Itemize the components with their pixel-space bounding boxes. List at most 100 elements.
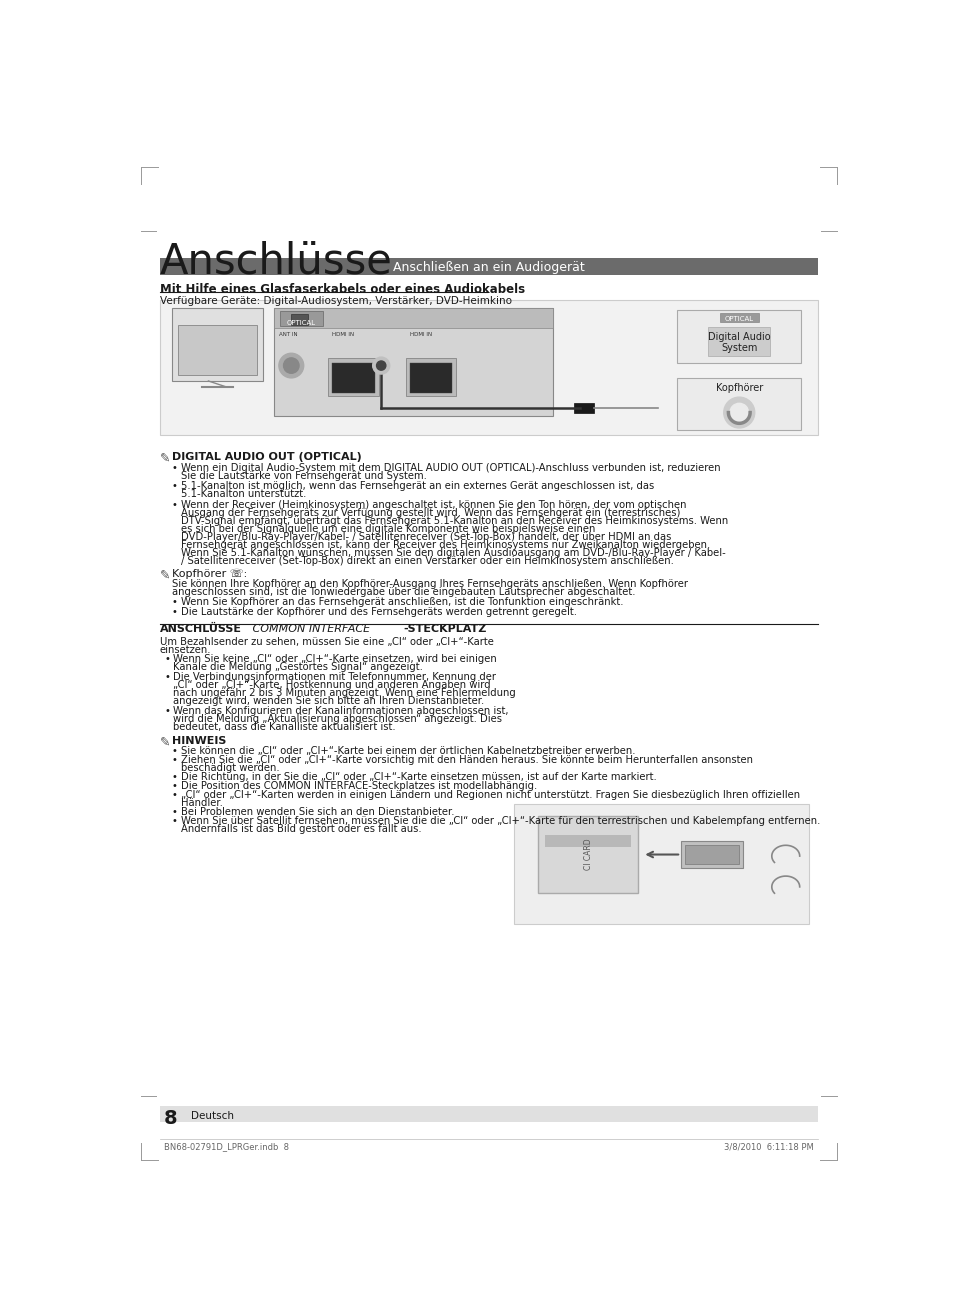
Text: BN68-02791D_LPRGer.indb  8: BN68-02791D_LPRGer.indb 8 (164, 1142, 289, 1151)
Text: -STECKPLATZ: -STECKPLATZ (403, 624, 487, 633)
Text: 5.1-Kanalton unterstützt.: 5.1-Kanalton unterstützt. (181, 489, 306, 499)
Bar (291, 314, 308, 325)
Text: „CI“ oder „CI+“-Karte, Hostkennung und anderen Angaben wird: „CI“ oder „CI+“-Karte, Hostkennung und a… (173, 681, 491, 690)
Bar (159, 258, 818, 276)
Text: Die Verbindungsinformationen mit Telefonnummer, Kennung der: Die Verbindungsinformationen mit Telefon… (173, 671, 496, 682)
Text: •: • (172, 790, 177, 800)
Text: HDMI IN: HDMI IN (410, 332, 432, 338)
Bar (410, 363, 452, 393)
Bar (159, 300, 818, 435)
Text: •: • (172, 463, 177, 473)
Text: ANT IN: ANT IN (278, 332, 297, 338)
Bar (720, 313, 758, 322)
Text: Kopfhörer: Kopfhörer (715, 382, 762, 393)
Text: Wenn Sie 5.1-Kanalton wünschen, müssen Sie den digitalen Ausdioausgang am DVD-/B: Wenn Sie 5.1-Kanalton wünschen, müssen S… (181, 548, 725, 558)
Bar (159, 1106, 818, 1122)
Bar (684, 845, 739, 863)
Bar (677, 310, 801, 363)
Bar (274, 307, 553, 415)
Text: Die Richtung, in der Sie die „CI“ oder „CI+“-Karte einsetzen müssen, ist auf der: Die Richtung, in der Sie die „CI“ oder „… (181, 773, 657, 782)
Circle shape (278, 353, 303, 378)
Text: HINWEIS: HINWEIS (172, 736, 226, 745)
Text: •: • (172, 499, 177, 510)
Circle shape (729, 403, 748, 422)
Text: •: • (172, 756, 177, 765)
Text: Kopfhörer ☏:: Kopfhörer ☏: (172, 569, 247, 579)
Text: nach ungefähr 2 bis 3 Minuten angezeigt. Wenn eine Fehlermeldung: nach ungefähr 2 bis 3 Minuten angezeigt.… (173, 689, 516, 698)
Bar (677, 378, 801, 430)
Text: es sich bei der Signalquelle um eine digitale Komponente wie beispielsweise eine: es sich bei der Signalquelle um eine dig… (181, 524, 595, 533)
Text: •: • (164, 671, 170, 682)
Bar (178, 325, 257, 374)
Text: Wenn Sie Kopfhörer an das Fernsehgerät anschließen, ist die Tonfunktion eingesch: Wenn Sie Kopfhörer an das Fernsehgerät a… (181, 598, 623, 607)
Text: Sie die Lautstärke von Fernsehgerät und System.: Sie die Lautstärke von Fernsehgerät und … (181, 470, 427, 481)
Circle shape (283, 357, 298, 373)
Text: DTV-Signal empfängt, überträgt das Fernsehgerät 5.1-Kanalton an den Receiver des: DTV-Signal empfängt, überträgt das Ferns… (181, 515, 728, 526)
Text: Wenn das Konfigurieren der Kanalinformationen abgeschlossen ist,: Wenn das Konfigurieren der Kanalinformat… (173, 706, 509, 716)
Text: •: • (172, 481, 177, 491)
Text: Um Bezahlsender zu sehen, müssen Sie eine „CI“ oder „CI+“-Karte: Um Bezahlsender zu sehen, müssen Sie ein… (159, 636, 493, 646)
Circle shape (723, 397, 754, 428)
Text: COMMON INTERFACE: COMMON INTERFACE (249, 624, 370, 633)
Text: Digital Audio
System: Digital Audio System (707, 331, 770, 353)
Bar (328, 357, 378, 397)
Text: •: • (164, 706, 170, 716)
Text: Ziehen Sie die „CI“ oder „CI+“-Karte vorsichtig mit den Händen heraus. Sie könnt: Ziehen Sie die „CI“ oder „CI+“-Karte vor… (181, 756, 753, 765)
Text: Kanäle die Meldung „Gestörtes Signal“ angezeigt.: Kanäle die Meldung „Gestörtes Signal“ an… (173, 662, 423, 673)
Text: 3/8/2010  6:11:18 PM: 3/8/2010 6:11:18 PM (723, 1142, 813, 1151)
Text: wird die Meldung „Aktualisierung abgeschlossen“ angezeigt. Dies: wird die Meldung „Aktualisierung abgesch… (173, 714, 502, 724)
Circle shape (373, 357, 390, 374)
Text: •: • (172, 746, 177, 757)
Circle shape (376, 361, 385, 371)
Bar (332, 363, 375, 393)
Text: Ausgang der Fernsehgeräts zur Verfügung gestellt wird. Wenn das Fernsehgerät ein: Ausgang der Fernsehgeräts zur Verfügung … (181, 507, 679, 518)
Bar (514, 804, 808, 924)
Text: CI CARD: CI CARD (583, 838, 592, 870)
Text: Wenn Sie über Satellit fernsehen, müssen Sie die die „CI“ oder „CI+“-Karte für d: Wenn Sie über Satellit fernsehen, müssen… (181, 816, 820, 825)
Text: ANSCHLÜSSE: ANSCHLÜSSE (159, 624, 241, 633)
Text: angezeigt wird, wenden Sie sich bitte an Ihren Dienstanbieter.: angezeigt wird, wenden Sie sich bitte an… (173, 696, 484, 707)
Text: •: • (172, 598, 177, 607)
Text: Händler.: Händler. (181, 798, 223, 808)
Text: •: • (172, 816, 177, 825)
Text: beschädigt werden.: beschädigt werden. (181, 763, 279, 773)
Text: angeschlossen sind, ist die Tonwiedergabe über die eingebauten Lautsprecher abge: angeschlossen sind, ist die Tonwiedergab… (172, 587, 635, 597)
Text: OPTICAL: OPTICAL (287, 321, 315, 326)
Text: Deutsch: Deutsch (191, 1110, 233, 1121)
Bar (406, 357, 456, 397)
Text: •: • (172, 607, 177, 618)
Text: Anschließen an ein Audiogerät: Anschließen an ein Audiogerät (393, 261, 584, 273)
Bar (274, 307, 553, 328)
Text: OPTICAL: OPTICAL (724, 317, 753, 322)
Text: Die Lautstärke der Kopfhörer und des Fernsehgeräts werden getrennt geregelt.: Die Lautstärke der Kopfhörer und des Fer… (181, 607, 577, 618)
Bar (680, 841, 742, 869)
Text: „CI“ oder „CI+“-Karten werden in einigen Ländern und Regionen nicht unterstützt.: „CI“ oder „CI+“-Karten werden in einigen… (181, 790, 800, 800)
Text: Fernsehgerät angeschlossen ist, kann der Receiver des Heimkinosystems nur Zweika: Fernsehgerät angeschlossen ist, kann der… (181, 540, 710, 551)
Text: •: • (172, 807, 177, 817)
Text: / Satellitenreceiver (Set-Top-Box) direkt an einen Verstärker oder ein Heimkinos: / Satellitenreceiver (Set-Top-Box) direk… (181, 556, 674, 566)
Bar (280, 311, 323, 326)
Text: •: • (164, 654, 170, 665)
Bar (574, 402, 593, 414)
Text: Verfügbare Geräte: Digital-Audiosystem, Verstärker, DVD-Heimkino: Verfügbare Geräte: Digital-Audiosystem, … (159, 296, 511, 306)
Bar (172, 307, 263, 381)
Text: 8: 8 (164, 1109, 177, 1127)
Text: •: • (172, 773, 177, 782)
Text: Wenn ein Digital Audio-System mit dem DIGITAL AUDIO OUT (OPTICAL)-Anschluss verb: Wenn ein Digital Audio-System mit dem DI… (181, 463, 720, 473)
Text: HDMI IN: HDMI IN (332, 332, 355, 338)
Text: Wenn der Receiver (Heimkinosystem) angeschaltet ist, können Sie den Ton hören, d: Wenn der Receiver (Heimkinosystem) anges… (181, 499, 686, 510)
Bar (707, 327, 769, 356)
Text: bedeutet, dass die Kanalliste aktualisiert ist.: bedeutet, dass die Kanalliste aktualisie… (173, 723, 395, 732)
Bar (545, 836, 630, 846)
Text: ✎: ✎ (159, 569, 170, 582)
Text: DIGITAL AUDIO OUT (OPTICAL): DIGITAL AUDIO OUT (OPTICAL) (172, 452, 361, 461)
Text: Die Position des COMMON INTERFACE-Steckplatzes ist modellabhängig.: Die Position des COMMON INTERFACE-Steckp… (181, 781, 537, 791)
Text: DVD-Player/Blu-Ray-Player/Kabel- / Satellitenreceiver (Set-Top-Box) handelt, der: DVD-Player/Blu-Ray-Player/Kabel- / Satel… (181, 532, 671, 541)
Bar (537, 816, 638, 894)
Text: Anschlüsse: Anschlüsse (159, 240, 392, 283)
Text: ✎: ✎ (159, 452, 170, 465)
Text: Mit Hilfe eines Glasfaserkabels oder eines Audiokabels: Mit Hilfe eines Glasfaserkabels oder ein… (159, 284, 524, 296)
Text: Sie können die „CI“ oder „CI+“-Karte bei einem der örtlichen Kabelnetzbetreiber : Sie können die „CI“ oder „CI+“-Karte bei… (181, 746, 635, 757)
Text: Bei Problemen wenden Sie sich an den Dienstanbieter.: Bei Problemen wenden Sie sich an den Die… (181, 807, 455, 817)
Text: Andernfalls ist das Bild gestört oder es fällt aus.: Andernfalls ist das Bild gestört oder es… (181, 824, 421, 833)
